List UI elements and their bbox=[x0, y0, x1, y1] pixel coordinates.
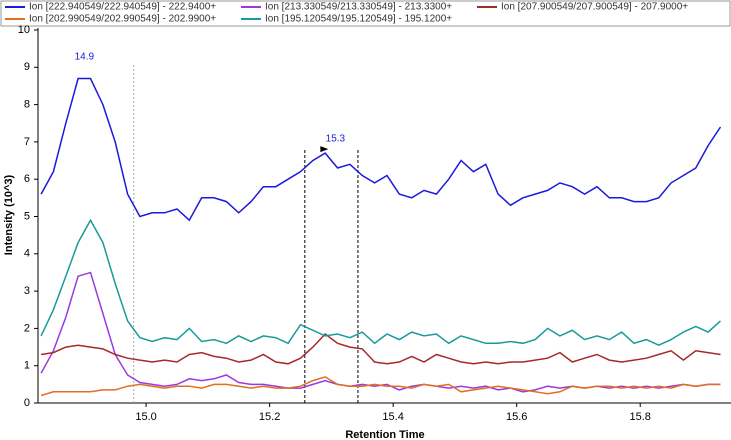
legend-label: Ion [202.990549/202.990549] - 202.9900+ bbox=[29, 14, 216, 25]
legend-label: Ion [222.940549/222.940549] - 222.9400+ bbox=[29, 2, 216, 13]
y-tick-label: 10 bbox=[18, 24, 30, 36]
y-tick-label: 3 bbox=[24, 285, 30, 297]
y-axis-label: Intensity (10^3) bbox=[3, 174, 15, 255]
y-tick-label: 1 bbox=[24, 360, 30, 372]
y-tick-label: 0 bbox=[24, 397, 30, 409]
series-line bbox=[40, 271, 721, 393]
series-line bbox=[40, 376, 721, 397]
peak-label: 14.9 bbox=[75, 52, 95, 63]
y-tick-label: 4 bbox=[24, 248, 30, 260]
y-tick-label: 5 bbox=[24, 210, 30, 222]
y-tick-label: 9 bbox=[24, 61, 30, 73]
peak-label: 15.3 bbox=[326, 134, 346, 145]
x-tick-label: 15.6 bbox=[506, 411, 527, 423]
legend-label: Ion [213.330549/213.330549] - 213.3300+ bbox=[265, 2, 452, 13]
x-tick-label: 15.8 bbox=[629, 411, 650, 423]
legend-label: Ion [207.900549/207.900549] - 207.9000+ bbox=[501, 2, 688, 13]
series-line bbox=[40, 218, 722, 347]
peak-marker bbox=[320, 146, 329, 153]
legend-label: Ion [195.120549/195.120549] - 195.1200+ bbox=[265, 14, 452, 25]
y-tick-label: 6 bbox=[24, 173, 30, 185]
series-line bbox=[40, 332, 721, 365]
y-tick-label: 7 bbox=[24, 136, 30, 148]
legend-box bbox=[0, 0, 731, 27]
x-tick-label: 15.4 bbox=[382, 411, 403, 423]
legend: Ion [222.940549/222.940549] - 222.9400+ I… bbox=[5, 2, 688, 25]
y-tick-label: 2 bbox=[24, 322, 30, 334]
x-axis-label: Retention Time bbox=[345, 429, 424, 440]
series-line bbox=[40, 77, 722, 222]
y-tick-label: 8 bbox=[24, 99, 30, 111]
x-tick-label: 15.0 bbox=[135, 411, 156, 423]
x-tick-label: 15.2 bbox=[259, 411, 280, 423]
plot-area bbox=[40, 77, 722, 397]
